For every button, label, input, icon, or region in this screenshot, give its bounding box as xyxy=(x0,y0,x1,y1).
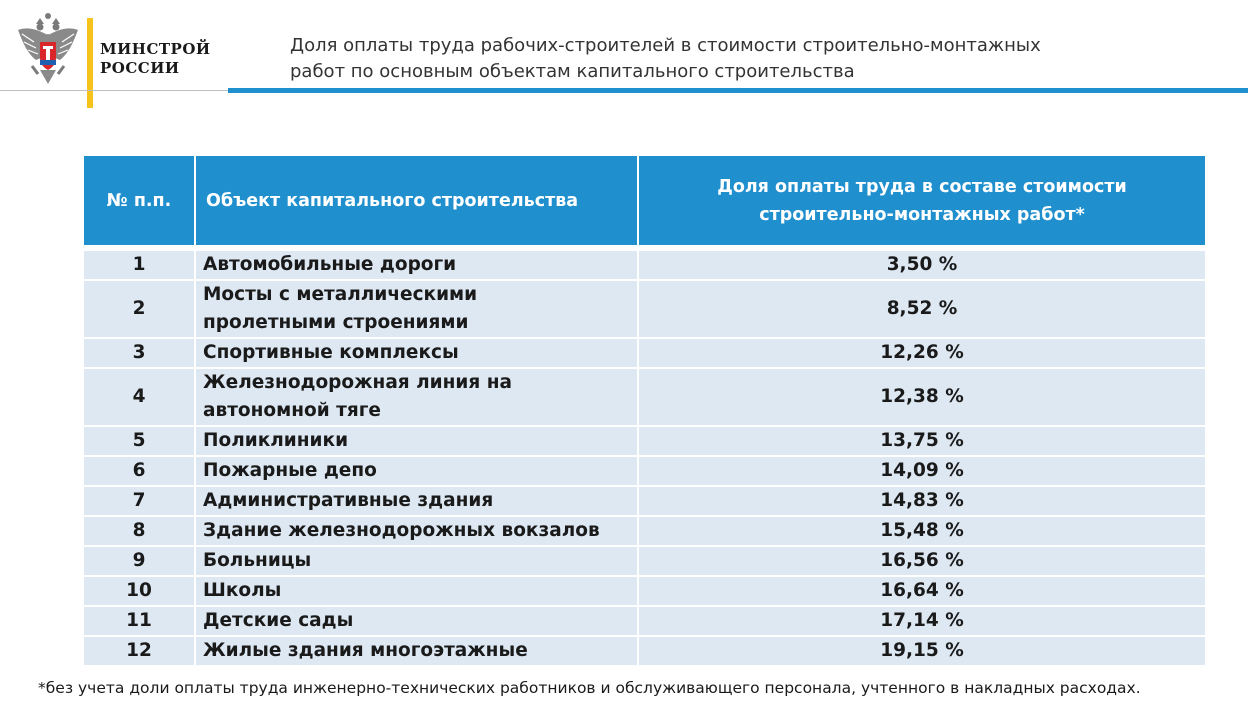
table-row: 2 Мосты с металлическими пролетными строен… xyxy=(84,281,1205,339)
row-share-cell: 13,75 % xyxy=(639,427,1205,457)
row-share-cell: 16,56 % xyxy=(639,547,1205,577)
table-header-row: № п.п. Объект капитального строительства… xyxy=(84,156,1205,251)
table-row: 1 Автомобильные дороги 3,50 % xyxy=(84,251,1205,281)
row-object-line: Больницы xyxy=(203,550,312,571)
row-share-cell: 8,52 % xyxy=(639,281,1205,339)
row-share-cell: 3,50 % xyxy=(639,251,1205,281)
brand-accent-bar xyxy=(87,18,93,108)
column-header-number: № п.п. xyxy=(84,156,196,251)
row-object-cell: Школы xyxy=(196,577,639,607)
row-object-cell: Автомобильные дороги xyxy=(196,251,639,281)
row-share-cell: 17,14 % xyxy=(639,607,1205,637)
page-title-line1: Доля оплаты труда рабочих-строителей в с… xyxy=(290,35,1041,56)
table-row: 11 Детские сады 17,14 % xyxy=(84,607,1205,637)
table-row: 7 Административные здания 14,83 % xyxy=(84,487,1205,517)
row-number-cell: 7 xyxy=(84,487,196,517)
row-number-cell: 4 xyxy=(84,369,196,427)
row-object-cell: Пожарные депо xyxy=(196,457,639,487)
row-object-line: Пожарные депо xyxy=(203,460,377,481)
row-object-cell: Спортивные комплексы xyxy=(196,339,639,369)
row-object-cell: Здание железнодорожных вокзалов xyxy=(196,517,639,547)
table-row: 4 Железнодорожная линия на автономной тяге… xyxy=(84,369,1205,427)
row-object-line: автономной тяге xyxy=(203,400,381,421)
table-row: 8 Здание железнодорожных вокзалов 15,48 % xyxy=(84,517,1205,547)
footnote: *без учета доли оплаты труда инженерно-т… xyxy=(38,679,1141,697)
row-number-cell: 6 xyxy=(84,457,196,487)
row-object-cell: Жилые здания многоэтажные xyxy=(196,637,639,667)
table-row: 12 Жилые здания многоэтажные 19,15 % xyxy=(84,637,1205,667)
row-object-line: Жилые здания многоэтажные xyxy=(203,640,528,661)
row-number-cell: 12 xyxy=(84,637,196,667)
column-header-share-line2: строительно-монтажных работ* xyxy=(759,204,1085,225)
row-object-line: Железнодорожная линия на xyxy=(203,372,512,393)
row-number-cell: 1 xyxy=(84,251,196,281)
row-object-line: Поликлиники xyxy=(203,430,349,451)
table-row: 6 Пожарные депо 14,09 % xyxy=(84,457,1205,487)
row-share-cell: 12,38 % xyxy=(639,369,1205,427)
row-number-cell: 8 xyxy=(84,517,196,547)
table-row: 3 Спортивные комплексы 12,26 % xyxy=(84,339,1205,369)
row-number-cell: 10 xyxy=(84,577,196,607)
row-object-line: пролетными строениями xyxy=(203,312,469,333)
row-object-cell: Железнодорожная линия на автономной тяге xyxy=(196,369,639,427)
row-number-cell: 9 xyxy=(84,547,196,577)
row-object-line: Мосты с металлическими xyxy=(203,284,478,305)
labor-share-table: № п.п. Объект капитального строительства… xyxy=(84,156,1205,667)
row-share-cell: 15,48 % xyxy=(639,517,1205,547)
ministry-emblem-icon xyxy=(18,13,78,84)
table-row: 10 Школы 16,64 % xyxy=(84,577,1205,607)
row-object-cell: Мосты с металлическими пролетными строени… xyxy=(196,281,639,339)
header-divider-blue xyxy=(228,88,1248,93)
page-title-line2: работ по основным объектам капитального … xyxy=(290,61,855,82)
page-title: Доля оплаты труда рабочих-строителей в с… xyxy=(290,33,1190,85)
row-share-cell: 14,09 % xyxy=(639,457,1205,487)
row-object-line: Школы xyxy=(203,580,282,601)
row-object-line: Спортивные комплексы xyxy=(203,342,459,363)
row-share-cell: 12,26 % xyxy=(639,339,1205,369)
column-header-object: Объект капитального строительства xyxy=(196,156,639,251)
row-object-cell: Поликлиники xyxy=(196,427,639,457)
row-share-cell: 19,15 % xyxy=(639,637,1205,667)
row-number-cell: 5 xyxy=(84,427,196,457)
row-share-cell: 16,64 % xyxy=(639,577,1205,607)
column-header-share: Доля оплаты труда в составе стоимости ст… xyxy=(639,156,1205,251)
header-divider-gray xyxy=(0,90,232,91)
table-row: 5 Поликлиники 13,75 % xyxy=(84,427,1205,457)
row-object-cell: Больницы xyxy=(196,547,639,577)
row-number-cell: 11 xyxy=(84,607,196,637)
column-header-share-line1: Доля оплаты труда в составе стоимости xyxy=(717,176,1127,197)
row-object-line: Административные здания xyxy=(203,490,494,511)
table-row: 9 Больницы 16,56 % xyxy=(84,547,1205,577)
row-share-cell: 14,83 % xyxy=(639,487,1205,517)
row-object-cell: Детские сады xyxy=(196,607,639,637)
row-number-cell: 3 xyxy=(84,339,196,369)
ministry-logo-line2: РОССИИ xyxy=(100,59,180,77)
row-number-cell: 2 xyxy=(84,281,196,339)
row-object-cell: Административные здания xyxy=(196,487,639,517)
ministry-logo-line1: МИНСТРОЙ xyxy=(100,40,211,58)
table-body: 1 Автомобильные дороги 3,50 % 2 Мосты с мета… xyxy=(84,251,1205,667)
row-object-line: Автомобильные дороги xyxy=(203,254,457,275)
row-object-line: Здание железнодорожных вокзалов xyxy=(203,520,600,541)
row-object-line: Детские сады xyxy=(203,610,354,631)
